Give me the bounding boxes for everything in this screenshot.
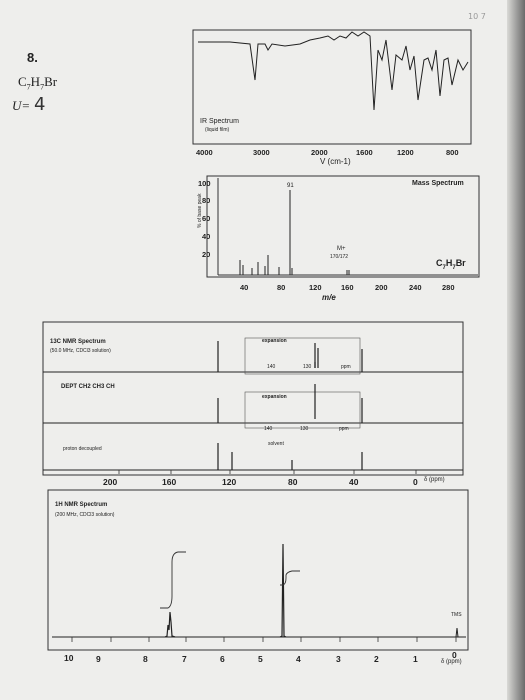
h1-xtick: 8 [143, 654, 148, 664]
ms-xtick: 280 [442, 283, 455, 292]
ms-ytick: 80 [202, 196, 211, 205]
h1-tms-label: TMS [451, 612, 462, 618]
ms-xtick: 40 [240, 283, 249, 292]
h1-subtitle: (200 MHz, CDCl3 solution) [55, 512, 115, 518]
ms-ytick: 40 [202, 232, 211, 241]
c13-expansion-tick: ppm [341, 364, 351, 370]
ms-xlabel: m/e [322, 293, 336, 302]
h1-xtick: 5 [258, 654, 263, 664]
ir-tick: 3000 [253, 148, 270, 157]
h1-xtick: 1 [413, 654, 418, 664]
h1-xtick: 10 [64, 653, 74, 663]
problem-number: 8. [27, 50, 38, 65]
h1-xtick: 6 [220, 654, 225, 664]
c13-xtick: 40 [349, 477, 359, 487]
ir-tick: 800 [446, 148, 459, 157]
c13-expansion-tick: 140 [267, 364, 276, 370]
c13-dept-label: DEPT CH2 CH3 CH [61, 384, 115, 390]
ms-ytick: 20 [202, 250, 211, 259]
ms-formula: C7H7Br [436, 258, 466, 271]
h1-xtick: 0 [452, 650, 457, 660]
c13-expansion-tick: ppm [339, 426, 349, 432]
c13-xunit: δ (ppm) [424, 477, 445, 483]
ms-xtick: 160 [341, 283, 354, 292]
ms-molecular-ion-values: 170/172 [330, 254, 349, 260]
unsaturation-answer: 4 [34, 94, 46, 115]
ir-tick: 2000 [311, 148, 328, 157]
h1-xtick: 2 [374, 654, 379, 664]
h1-xtick: 9 [96, 654, 101, 664]
ms-xtick: 200 [375, 283, 388, 292]
c13-xtick: 0 [413, 477, 418, 487]
ms-molecular-ion-label: M+ [337, 246, 346, 252]
h1-title: 1H NMR Spectrum [55, 502, 108, 508]
c13-solvent-label: solvent [268, 441, 284, 447]
ir-title: IR Spectrum [200, 118, 239, 125]
ms-xtick: 240 [409, 283, 422, 292]
ir-xlabel: V (cm-1) [320, 157, 351, 166]
h1-xtick: 3 [336, 654, 341, 664]
ms-xtick: 120 [309, 283, 322, 292]
ms-xtick: 80 [277, 283, 286, 292]
c13-title: 13C NMR Spectrum [50, 339, 106, 345]
unsaturation-label: U= [12, 98, 31, 113]
ir-subtitle: (liquid film) [205, 127, 230, 133]
c13-xtick: 80 [288, 477, 298, 487]
ms-base-peak-label: 91 [287, 183, 294, 189]
problem-formula: C7H7Br [18, 74, 58, 92]
ir-tick: 4000 [196, 148, 213, 157]
c13-xtick: 160 [162, 477, 177, 487]
corner-note: 10 7 [468, 12, 486, 21]
h1-xtick: 4 [296, 654, 301, 664]
c13-expansion-bottom: expansion [262, 394, 287, 400]
page-edge [507, 0, 525, 700]
ms-title: Mass Spectrum [412, 180, 464, 187]
c13-expansion-tick: 130 [300, 426, 309, 432]
ms-ytick: 60 [202, 214, 211, 223]
c13-proton-decoupled: proton decoupled [63, 446, 102, 452]
h1-xtick: 7 [182, 654, 187, 664]
ms-ytick: 100 [198, 179, 211, 188]
h1-xunit: δ (ppm) [441, 659, 462, 665]
c13-expansion-top: expansion [262, 338, 287, 344]
c13-expansion-tick: 130 [303, 364, 312, 370]
c13-subtitle: (50.0 MHz, CDCl3 solution) [50, 348, 111, 354]
c13-xtick: 120 [222, 477, 237, 487]
ir-tick: 1200 [397, 148, 414, 157]
ir-tick: 1600 [356, 148, 373, 157]
c13-xtick: 200 [103, 477, 118, 487]
c13-expansion-tick: 140 [264, 426, 273, 432]
